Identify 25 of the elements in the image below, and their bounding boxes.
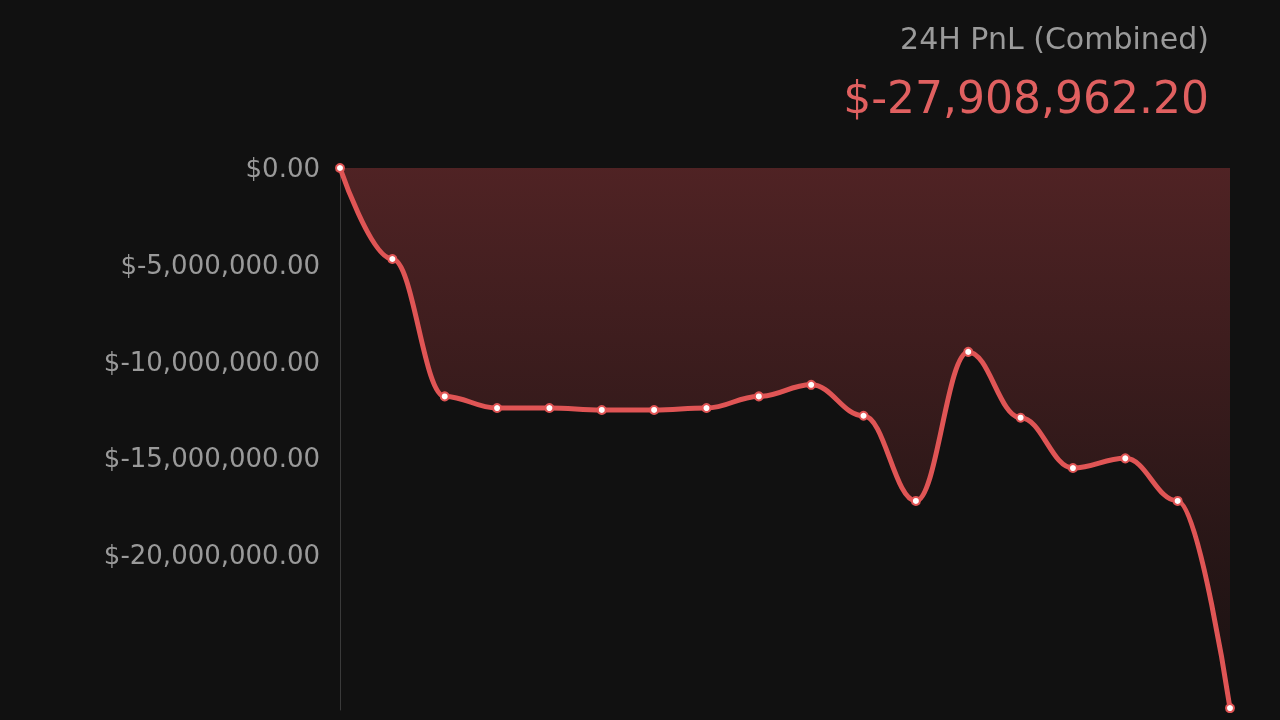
y-tick-label: $0.00 [245, 153, 320, 183]
point [753, 391, 764, 402]
point [1172, 495, 1183, 506]
point [858, 410, 869, 421]
y-tick-label: $-15,000,000.00 [103, 443, 320, 474]
chart-subtitle: $-27,908,962.20 [843, 71, 1210, 123]
point [1015, 412, 1026, 423]
point [387, 253, 398, 264]
point [439, 391, 450, 402]
point [910, 495, 921, 506]
point [492, 403, 503, 414]
y-tick-label: $-5,000,000.00 [120, 249, 320, 280]
point [596, 404, 607, 415]
point [1120, 453, 1131, 464]
point [1225, 703, 1235, 714]
point [649, 404, 660, 415]
point [701, 403, 712, 414]
point [806, 379, 817, 390]
point [1067, 463, 1078, 474]
y-tick-label: $-20,000,000.00 [103, 540, 320, 571]
y-tick-label: $-10,000,000.00 [103, 346, 320, 377]
point [963, 346, 974, 357]
chart-title: 24H PnL (Combined) [900, 20, 1209, 56]
point [335, 163, 345, 173]
point [544, 403, 555, 414]
